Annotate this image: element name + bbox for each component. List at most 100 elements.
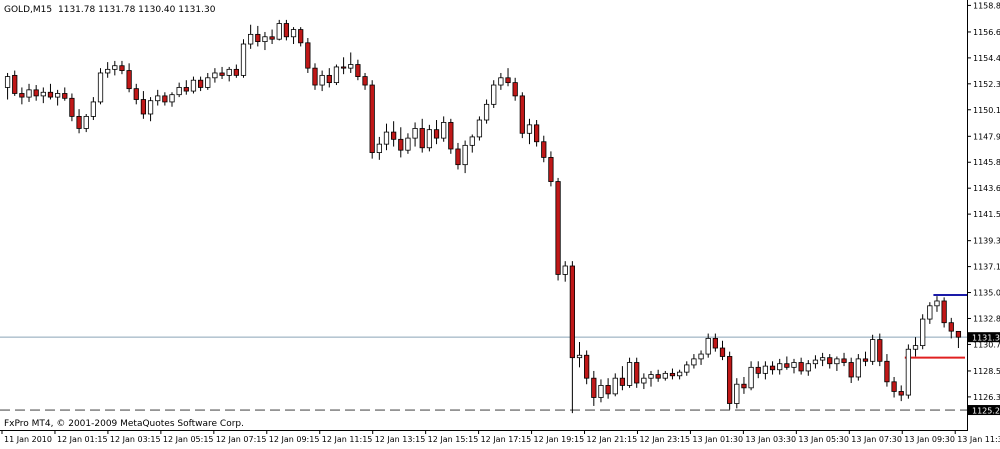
- candle: [862, 351, 869, 367]
- candle: [319, 70, 325, 92]
- candle: [419, 118, 425, 153]
- candle: [405, 133, 411, 154]
- candle: [205, 72, 211, 90]
- candle: [240, 39, 247, 78]
- candle: [648, 370, 654, 387]
- candle: [183, 80, 189, 95]
- candle-body-bull: [212, 72, 218, 79]
- candle: [719, 340, 726, 361]
- price-tick-label: 1137.15: [973, 263, 1000, 272]
- candle-body-bull: [226, 68, 232, 76]
- candle-body-bull: [791, 362, 797, 368]
- low-line-price-label-box: [968, 405, 1000, 416]
- current-price-label: 1131.30: [972, 334, 1000, 343]
- candle-body-bull: [441, 122, 447, 139]
- candle-body-bull: [691, 358, 697, 366]
- candle-body-bear: [76, 116, 82, 129]
- candle: [705, 333, 711, 358]
- candle-body-bear: [798, 362, 804, 372]
- candle: [562, 261, 568, 282]
- candle: [212, 68, 218, 83]
- candle: [526, 118, 533, 145]
- candle-body-bear: [69, 97, 75, 117]
- price-tick-label: 1156.60: [973, 28, 1000, 37]
- candle-body-bear: [12, 74, 18, 94]
- candle-body-bull: [248, 33, 254, 45]
- candle: [19, 87, 25, 105]
- candle-body-bear: [162, 95, 168, 103]
- candle-body-bear: [33, 89, 39, 97]
- candle: [584, 350, 590, 385]
- candle: [119, 60, 125, 75]
- candle-body-bear: [269, 36, 275, 40]
- candle: [283, 19, 290, 41]
- candle: [576, 341, 583, 368]
- candle: [798, 357, 804, 375]
- candle-body-bull: [777, 363, 783, 371]
- candle: [4, 72, 11, 100]
- price-tick-label: 1147.95: [973, 132, 1000, 141]
- candle: [233, 64, 239, 78]
- time-tick-label: 13 Jan 11:30: [957, 435, 1000, 444]
- candle: [462, 140, 468, 174]
- time-tick-label: 12 Jan 05:15: [163, 435, 214, 444]
- candle: [841, 352, 847, 367]
- candle-body-bull: [491, 84, 497, 105]
- candle: [33, 85, 39, 101]
- candle-body-bull: [905, 348, 911, 396]
- candle-body-bear: [305, 42, 311, 69]
- candle-body-bull: [662, 372, 668, 379]
- candle: [655, 369, 661, 382]
- candle: [541, 135, 547, 163]
- candle-body-bull: [598, 385, 604, 398]
- chart-symbol-label: GOLD,M15: [4, 5, 52, 15]
- price-tick-label: 1126.35: [973, 393, 1000, 402]
- time-tick-label: 13 Jan 03:30: [745, 435, 796, 444]
- time-tick-label: 13 Jan 05:30: [798, 435, 849, 444]
- candle: [112, 60, 118, 76]
- candle: [391, 121, 397, 147]
- copyright-label: FxPro MT4, © 2001-2009 MetaQuotes Softwa…: [4, 419, 244, 429]
- candle: [848, 357, 854, 384]
- low-line-price-label: 1125.26: [972, 407, 1000, 416]
- candle-body-bear: [548, 157, 554, 182]
- candle-body-bear: [784, 363, 790, 368]
- candle-body-bull: [462, 144, 468, 166]
- candle-body-bull: [805, 363, 811, 372]
- candle: [548, 151, 554, 187]
- candle-body-bull: [870, 339, 876, 362]
- candle: [762, 361, 769, 380]
- candle-body-bear: [769, 365, 776, 371]
- candle: [476, 116, 483, 141]
- candle: [140, 91, 147, 119]
- candle-body-bull: [412, 128, 418, 139]
- candle-body-bull: [526, 124, 533, 134]
- candle: [348, 52, 354, 73]
- candles: [4, 19, 962, 414]
- candle-body-bear: [398, 138, 404, 151]
- candle-body-bull: [705, 337, 711, 355]
- candle-body-bear: [326, 74, 332, 84]
- candle: [197, 76, 204, 92]
- candle-body-bull: [612, 377, 618, 395]
- candle-body-bear: [126, 70, 132, 90]
- price-tick-label: 1132.85: [973, 314, 1000, 323]
- candle-body-bear: [848, 362, 854, 378]
- candle: [26, 83, 32, 102]
- candle: [891, 376, 897, 398]
- candle-body-bull: [262, 36, 268, 43]
- candle-body-bear: [534, 124, 540, 143]
- candle-body-bull: [648, 374, 654, 379]
- candle-body-bull: [97, 72, 104, 103]
- candle: [426, 124, 432, 152]
- price-tick-label: 1158.80: [973, 1, 1000, 10]
- candle: [662, 370, 668, 381]
- candle: [641, 373, 647, 390]
- candle: [905, 344, 911, 399]
- candle: [691, 354, 697, 369]
- candle: [777, 358, 783, 375]
- candle: [748, 361, 754, 391]
- candle: [634, 357, 640, 388]
- price-tick-label: 1130.70: [973, 340, 1000, 349]
